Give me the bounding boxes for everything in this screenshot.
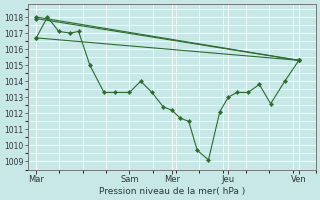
X-axis label: Pression niveau de la mer( hPa ): Pression niveau de la mer( hPa ) [99, 187, 245, 196]
